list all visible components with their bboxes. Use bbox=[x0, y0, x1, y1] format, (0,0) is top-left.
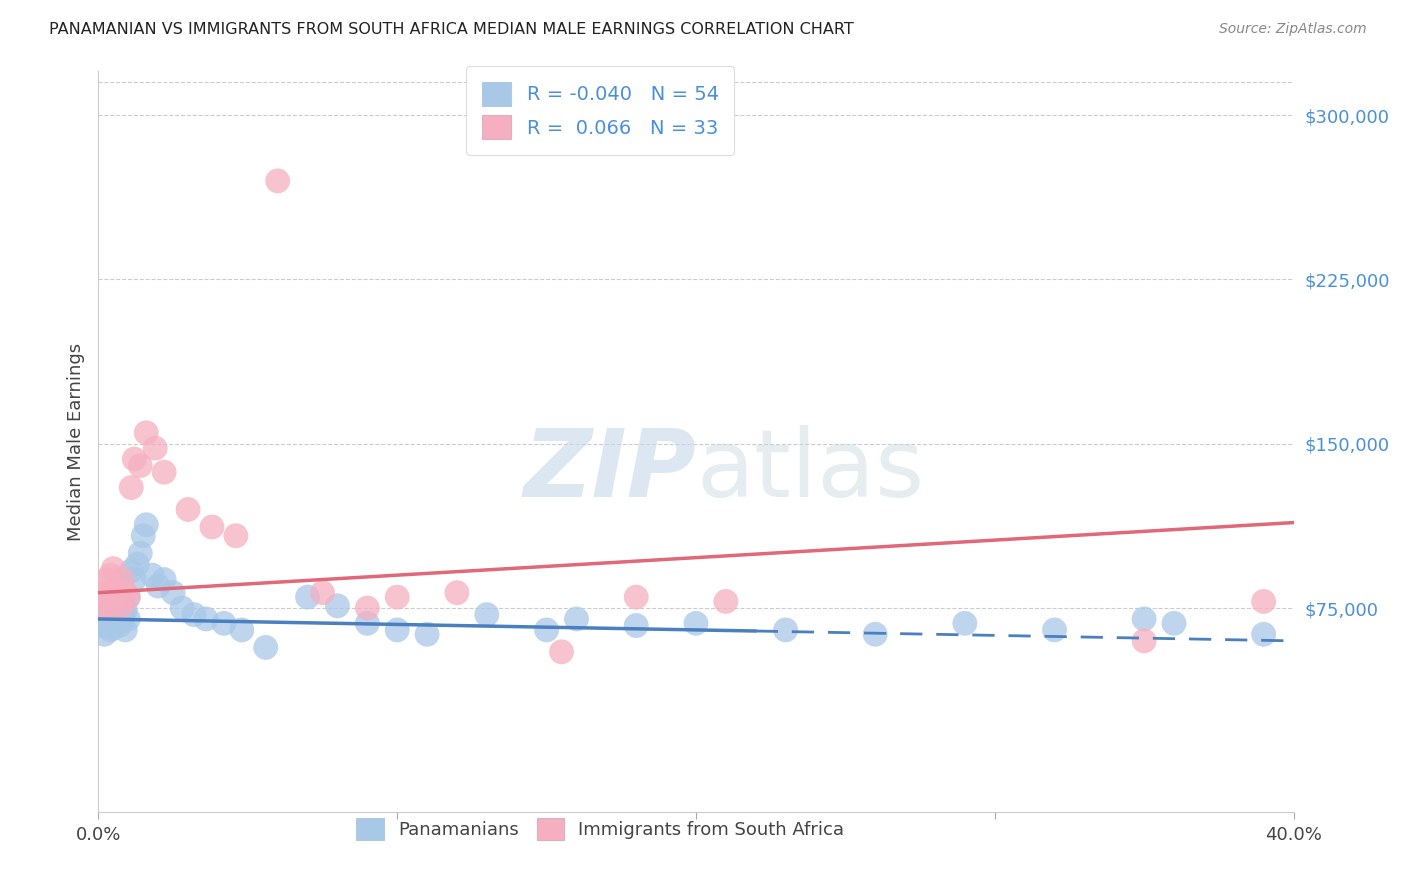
Point bbox=[98, 623, 122, 637]
Text: PANAMANIAN VS IMMIGRANTS FROM SOUTH AFRICA MEDIAN MALE EARNINGS CORRELATION CHAR: PANAMANIAN VS IMMIGRANTS FROM SOUTH AFRI… bbox=[49, 22, 853, 37]
Point bbox=[117, 590, 139, 604]
Point bbox=[114, 603, 136, 617]
Point bbox=[105, 579, 128, 593]
Point bbox=[111, 614, 134, 628]
Point bbox=[1163, 616, 1185, 631]
Point bbox=[111, 599, 134, 613]
Point bbox=[96, 616, 118, 631]
Point bbox=[1253, 594, 1275, 608]
Point bbox=[90, 601, 112, 615]
Point bbox=[714, 594, 737, 608]
Point bbox=[98, 601, 122, 615]
Point bbox=[148, 579, 170, 593]
Point bbox=[865, 627, 887, 641]
Point bbox=[953, 616, 976, 631]
Point bbox=[98, 568, 122, 582]
Point bbox=[1043, 623, 1066, 637]
Point bbox=[231, 623, 253, 637]
Point bbox=[105, 603, 128, 617]
Point bbox=[326, 599, 349, 613]
Point bbox=[108, 599, 131, 613]
Point bbox=[626, 618, 648, 632]
Point bbox=[550, 645, 572, 659]
Point bbox=[195, 612, 218, 626]
Point bbox=[105, 616, 128, 631]
Point bbox=[177, 502, 200, 516]
Point bbox=[114, 623, 136, 637]
Point bbox=[127, 558, 149, 572]
Text: atlas: atlas bbox=[696, 425, 924, 517]
Point bbox=[111, 607, 134, 622]
Point bbox=[120, 564, 142, 578]
Point bbox=[124, 452, 146, 467]
Point bbox=[385, 623, 409, 637]
Point bbox=[685, 616, 707, 631]
Legend: Panamanians, Immigrants from South Africa: Panamanians, Immigrants from South Afric… bbox=[349, 811, 852, 847]
Point bbox=[356, 616, 378, 631]
Point bbox=[183, 607, 205, 622]
Point bbox=[129, 546, 152, 560]
Point bbox=[297, 590, 319, 604]
Text: Source: ZipAtlas.com: Source: ZipAtlas.com bbox=[1219, 22, 1367, 37]
Point bbox=[356, 601, 378, 615]
Point bbox=[129, 458, 152, 473]
Point bbox=[93, 612, 115, 626]
Point bbox=[446, 585, 468, 599]
Point bbox=[93, 627, 115, 641]
Point bbox=[172, 601, 194, 615]
Point bbox=[96, 590, 118, 604]
Point bbox=[311, 585, 333, 599]
Point bbox=[385, 590, 409, 604]
Point bbox=[416, 627, 439, 641]
Point bbox=[132, 529, 155, 543]
Text: ZIP: ZIP bbox=[523, 425, 696, 517]
Point bbox=[117, 590, 139, 604]
Point bbox=[120, 481, 142, 495]
Point bbox=[775, 623, 797, 637]
Point bbox=[141, 568, 163, 582]
Point bbox=[1253, 627, 1275, 641]
Point bbox=[153, 465, 176, 479]
Point bbox=[103, 612, 125, 626]
Point bbox=[626, 590, 648, 604]
Point bbox=[108, 618, 131, 632]
Point bbox=[111, 573, 134, 587]
Point bbox=[93, 585, 115, 599]
Point bbox=[201, 520, 224, 534]
Point bbox=[105, 609, 128, 624]
Point bbox=[143, 441, 166, 455]
Point bbox=[117, 612, 139, 626]
Point bbox=[103, 606, 125, 620]
Point bbox=[225, 529, 247, 543]
Y-axis label: Median Male Earnings: Median Male Earnings bbox=[66, 343, 84, 541]
Point bbox=[162, 585, 184, 599]
Point bbox=[1133, 633, 1156, 648]
Point bbox=[254, 640, 277, 655]
Point bbox=[98, 601, 122, 615]
Point bbox=[135, 517, 157, 532]
Point bbox=[153, 573, 176, 587]
Point bbox=[1133, 612, 1156, 626]
Point bbox=[267, 174, 290, 188]
Point bbox=[565, 612, 588, 626]
Point bbox=[103, 561, 125, 575]
Point bbox=[212, 616, 235, 631]
Point bbox=[114, 585, 136, 599]
Point bbox=[96, 573, 118, 587]
Point bbox=[475, 607, 498, 622]
Point bbox=[108, 583, 131, 598]
Point bbox=[124, 573, 146, 587]
Point bbox=[103, 621, 125, 635]
Point bbox=[96, 607, 118, 622]
Point bbox=[103, 594, 125, 608]
Point bbox=[135, 425, 157, 440]
Point bbox=[536, 623, 558, 637]
Point bbox=[90, 618, 112, 632]
